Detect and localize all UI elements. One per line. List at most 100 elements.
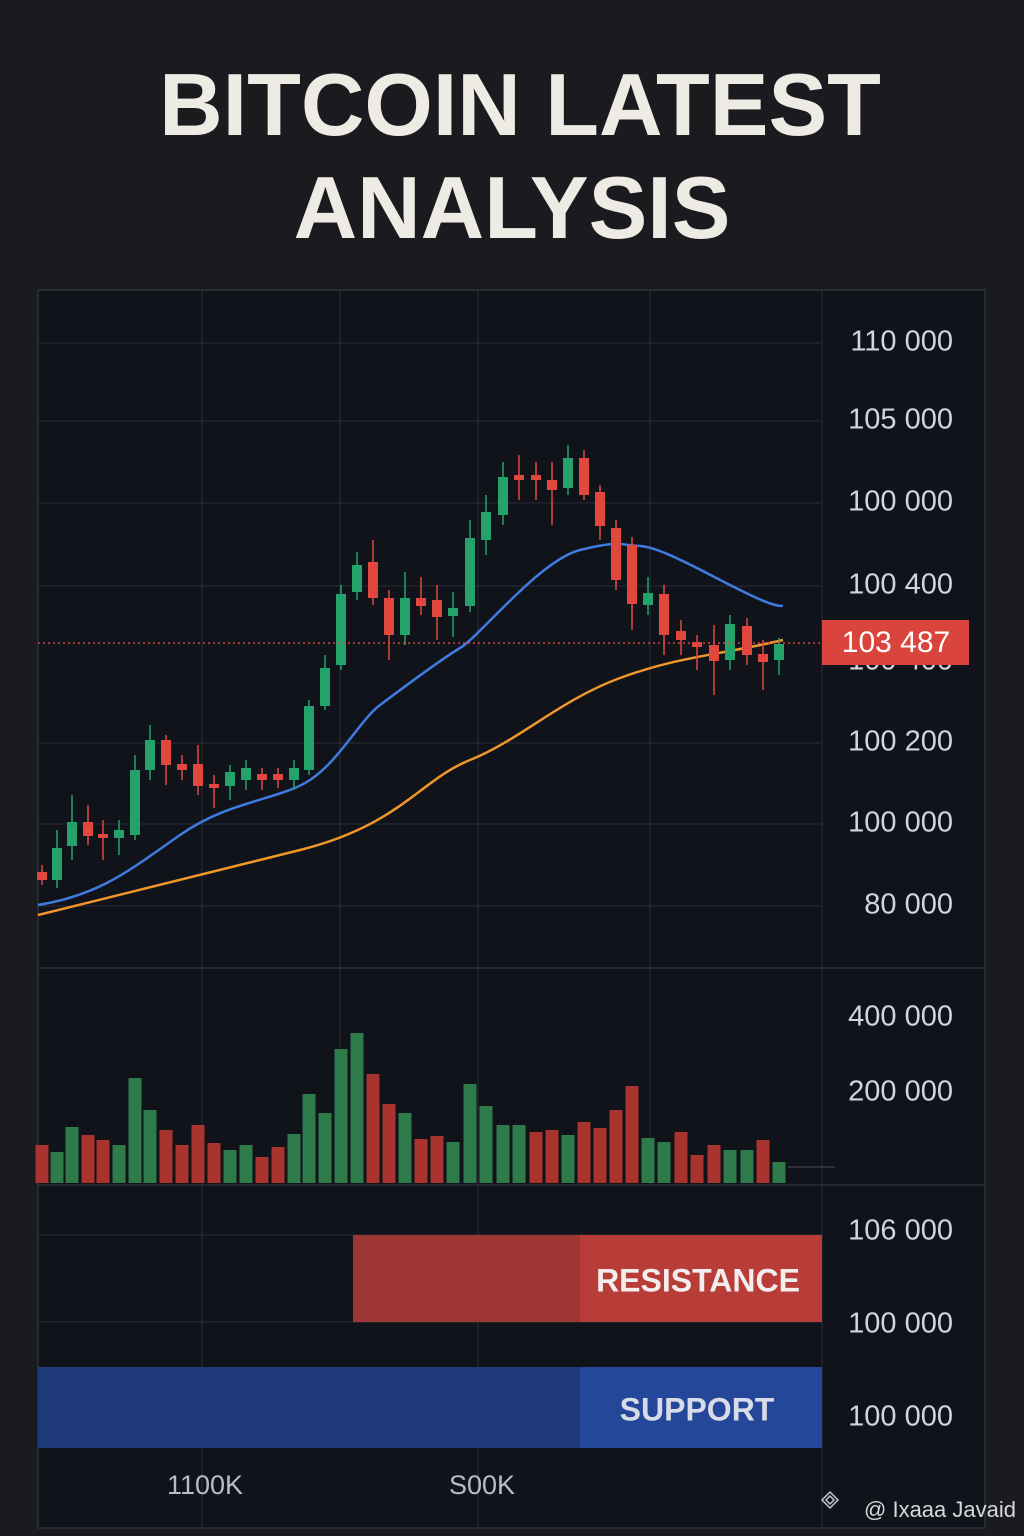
volume-bar: [577, 1122, 591, 1183]
volume-bar: [50, 1152, 64, 1183]
volume-bar: [430, 1136, 444, 1183]
x-axis-label: S00K: [449, 1470, 515, 1500]
volume-bar: [756, 1140, 770, 1183]
volume-bar: [287, 1134, 301, 1183]
volume-bar: [207, 1143, 221, 1183]
candle-body: [579, 458, 589, 495]
candle-body: [273, 774, 283, 780]
volume-bar: [414, 1139, 428, 1183]
volume-bar: [81, 1135, 95, 1183]
candle-body: [52, 848, 62, 880]
title-line: ANALYSIS: [294, 158, 731, 257]
price-axis-label: 100 200: [848, 726, 953, 758]
volume-bar: [223, 1150, 237, 1183]
volume-bar: [175, 1145, 189, 1183]
candle-body: [130, 770, 140, 835]
candle-body: [336, 594, 346, 665]
candle-body: [481, 512, 491, 540]
candle-body: [98, 834, 108, 838]
volume-axis-label: 400 000: [848, 1001, 953, 1033]
candle-body: [161, 740, 171, 765]
volume-bar: [65, 1127, 79, 1183]
candle-body: [432, 600, 442, 617]
candle-body: [692, 642, 702, 647]
candle-body: [257, 774, 267, 780]
candle-body: [400, 598, 410, 635]
volume-bar: [446, 1142, 460, 1183]
volume-bar: [463, 1084, 477, 1183]
candle-body: [225, 772, 235, 786]
volume-bar: [496, 1125, 510, 1183]
volume-bar: [674, 1132, 688, 1183]
volume-bar: [479, 1106, 493, 1183]
candle-body: [676, 631, 686, 640]
candle-body: [37, 872, 47, 880]
candle-body: [514, 475, 524, 480]
title-line: BITCOIN LATEST: [159, 55, 881, 154]
volume-bar: [302, 1094, 316, 1183]
volume-bar: [641, 1138, 655, 1183]
watermark: @ Ixaaa Javaid: [864, 1497, 1016, 1522]
candle-body: [709, 645, 719, 661]
volume-bar: [609, 1110, 623, 1183]
price-axis-label: 100 000: [848, 807, 953, 839]
resistance-zone-highlight: [580, 1235, 822, 1322]
candle-body: [742, 626, 752, 655]
candle-body: [304, 706, 314, 770]
volume-bar: [334, 1049, 348, 1183]
volume-bar: [35, 1145, 49, 1183]
volume-bar: [239, 1145, 253, 1183]
resistance-label: RESISTANCE: [596, 1262, 800, 1298]
zone-axis-label: 100 000: [848, 1308, 953, 1340]
volume-bar: [593, 1128, 607, 1183]
candle-body: [114, 830, 124, 838]
candle-body: [448, 608, 458, 616]
candle-body: [758, 654, 768, 662]
candle-body: [209, 784, 219, 788]
candle-body: [83, 822, 93, 836]
volume-bar: [529, 1132, 543, 1183]
volume-bar: [350, 1033, 364, 1183]
candle-body: [320, 668, 330, 706]
candle-body: [659, 594, 669, 635]
moving-average-slow: [37, 638, 784, 917]
candle-body: [498, 477, 508, 515]
price-axis-label: 80 000: [864, 889, 953, 921]
moving-average-fast: [37, 542, 784, 907]
volume-bar: [191, 1125, 205, 1183]
volume-bar: [740, 1150, 754, 1183]
volume-bar: [112, 1145, 126, 1183]
current-price: 103 487: [842, 626, 950, 659]
volume-bars: [35, 1033, 786, 1183]
volume-bar: [128, 1078, 142, 1183]
volume-bar: [318, 1113, 332, 1183]
candle-body: [774, 644, 784, 660]
candle-body: [177, 764, 187, 770]
candle-body: [725, 624, 735, 660]
volume-bar: [398, 1113, 412, 1183]
candles: [37, 445, 784, 888]
volume-bar: [707, 1145, 721, 1183]
candle-body: [547, 480, 557, 490]
volume-bar: [96, 1140, 110, 1183]
volume-bar: [366, 1074, 380, 1183]
volume-bar: [512, 1125, 526, 1183]
volume-bar: [382, 1104, 396, 1183]
volume-bar: [271, 1147, 285, 1183]
price-axis-label: 100 000: [848, 486, 953, 518]
price-axis-label: 105 000: [848, 404, 953, 436]
volume-bar: [723, 1150, 737, 1183]
candle-body: [193, 764, 203, 786]
volume-bar: [159, 1130, 173, 1183]
candle-body: [145, 740, 155, 770]
candle-body: [627, 545, 637, 604]
zone-axis-label: 100 000: [848, 1401, 953, 1433]
candle-body: [67, 822, 77, 846]
volume-bar: [143, 1110, 157, 1183]
support-label: SUPPORT: [620, 1391, 775, 1427]
candle-body: [368, 562, 378, 598]
candle-body: [289, 768, 299, 780]
candle-body: [531, 475, 541, 480]
zone-axis-label: 106 000: [848, 1215, 953, 1247]
chart-panel: [37, 289, 986, 1529]
